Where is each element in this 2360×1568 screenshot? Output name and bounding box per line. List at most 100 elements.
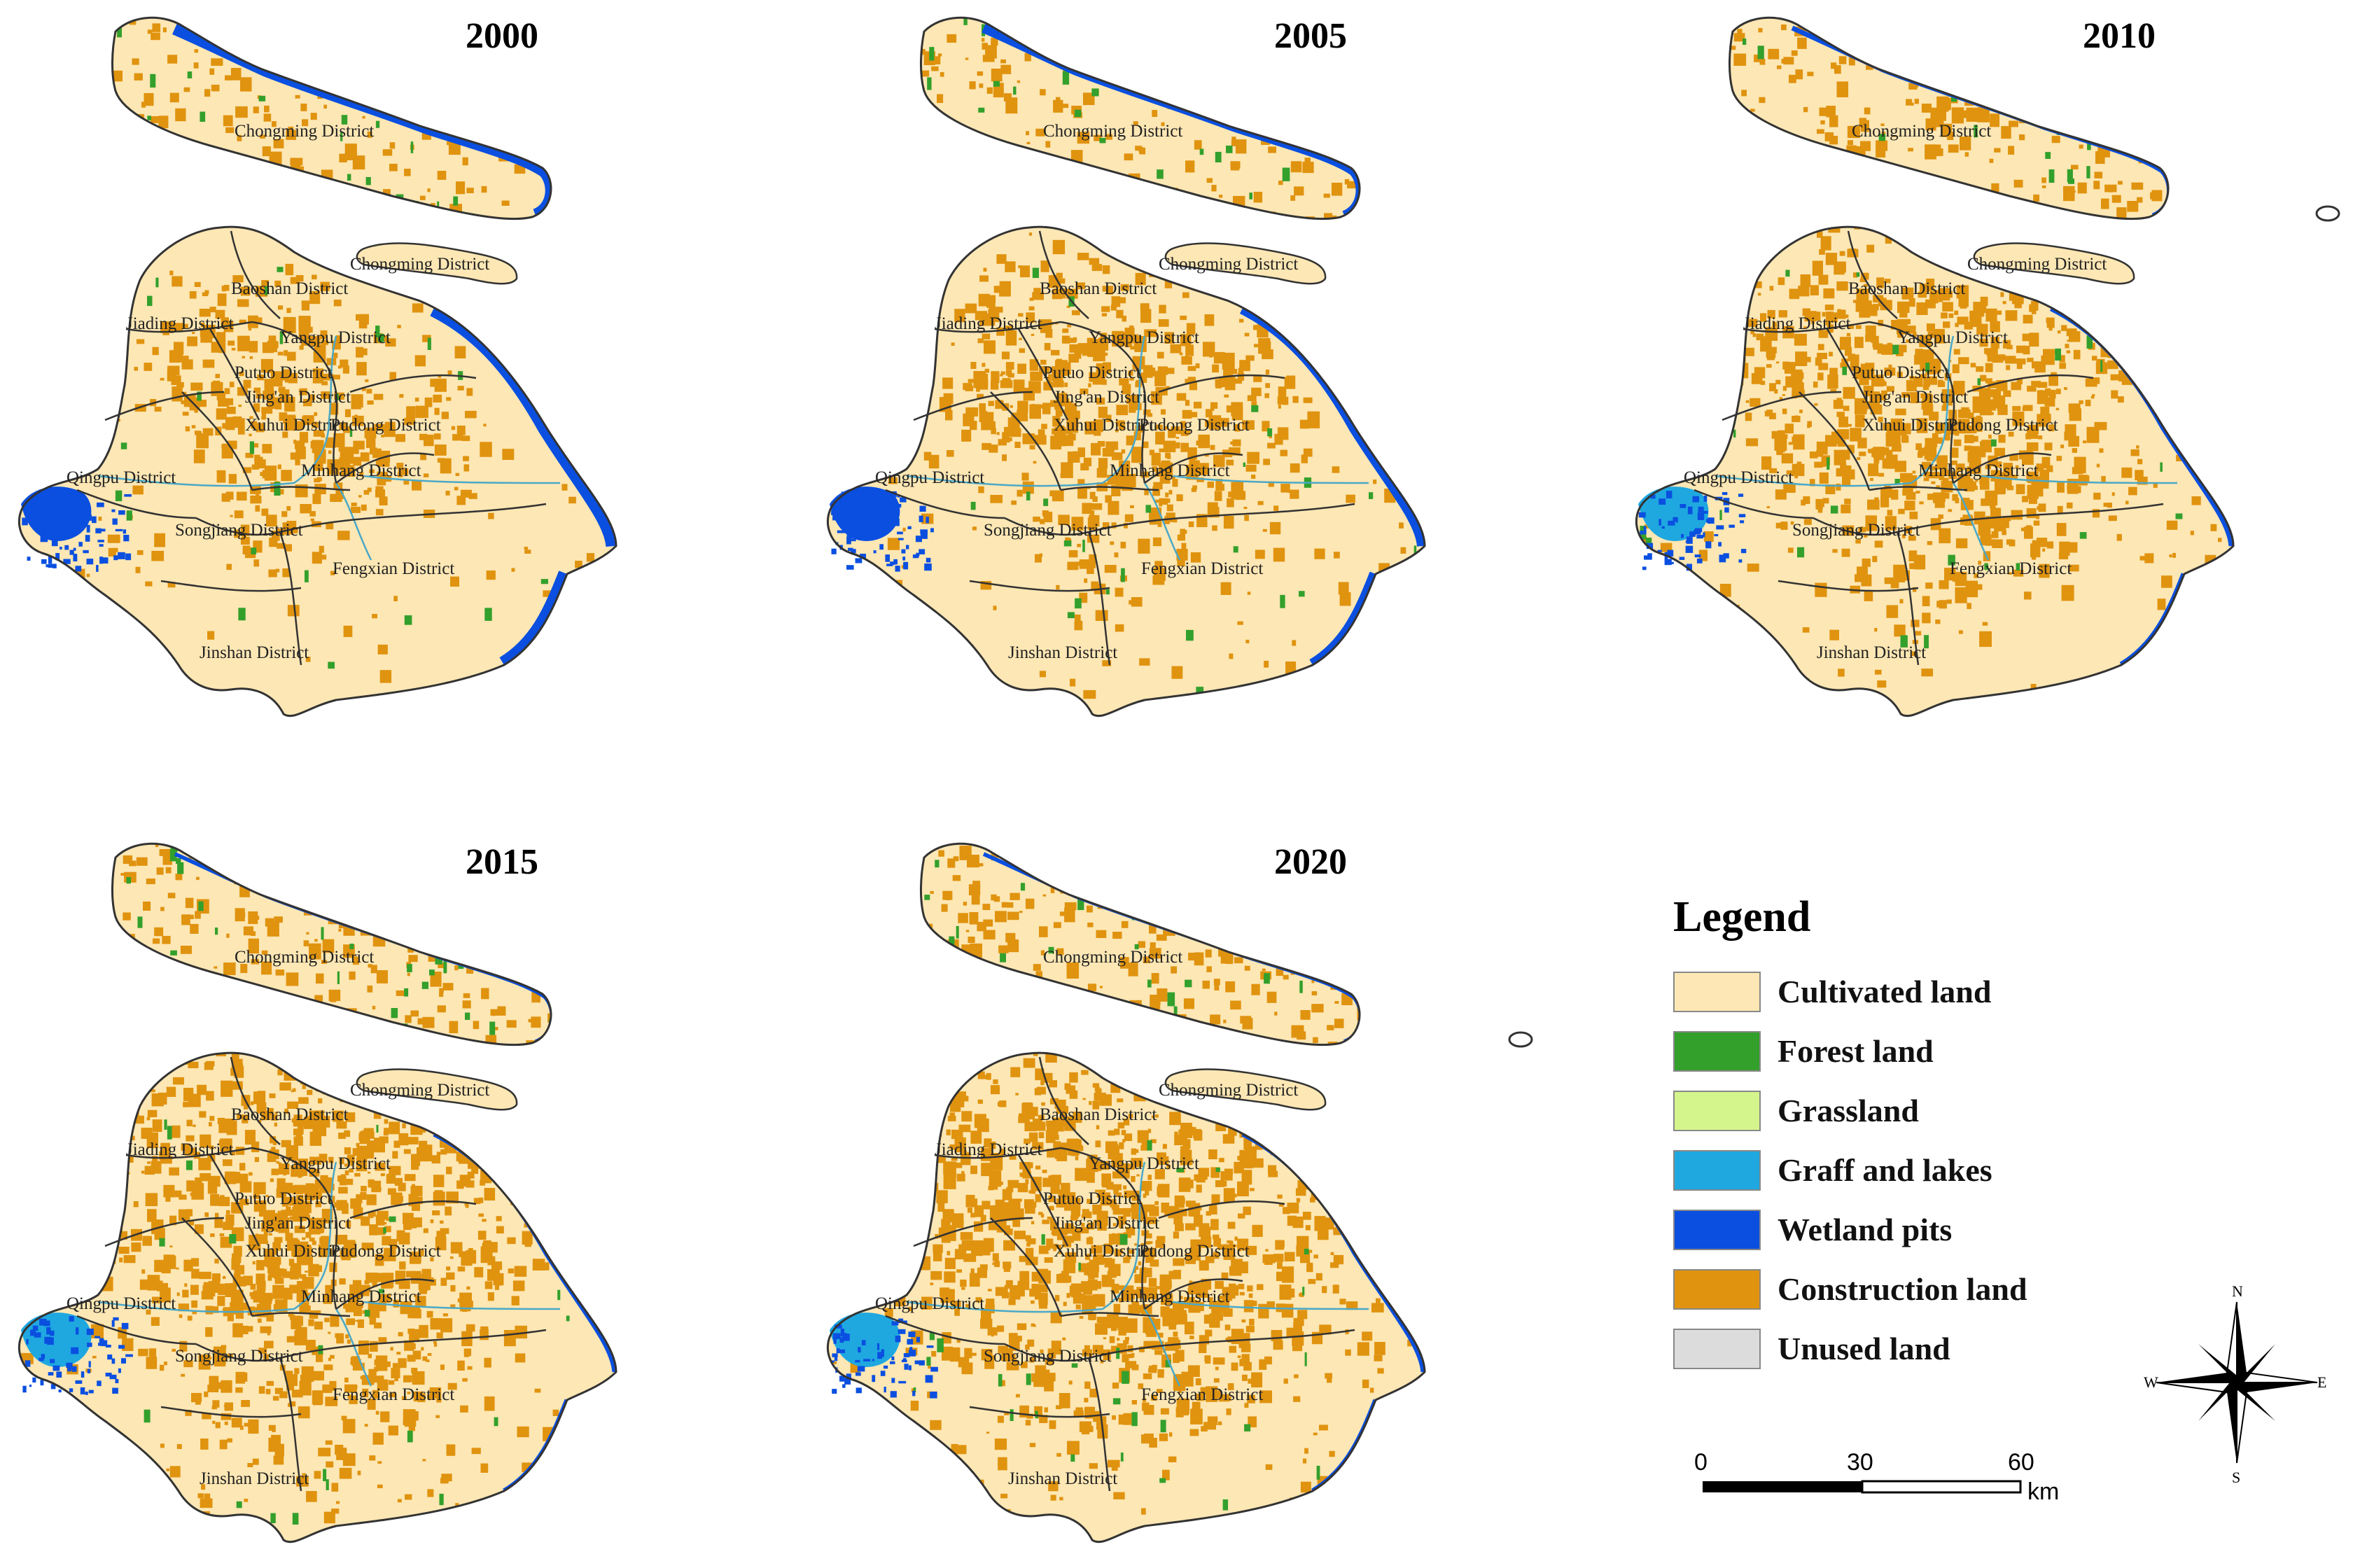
river-line <box>1981 475 2178 484</box>
construction-patch <box>26 1130 34 1135</box>
construction-patch <box>1140 303 1150 311</box>
construction-patch <box>237 983 245 990</box>
construction-patch <box>1110 541 1115 545</box>
district-boundary <box>251 1312 351 1317</box>
construction-patch <box>273 1455 284 1465</box>
wetland-pit <box>97 540 104 542</box>
construction-patch <box>437 1005 446 1013</box>
construction-patch <box>1180 334 1192 346</box>
construction-patch <box>389 142 396 149</box>
construction-patch <box>1897 333 1904 338</box>
construction-patch <box>436 1039 441 1043</box>
construction-patch <box>1945 433 1950 441</box>
construction-patch <box>241 186 251 200</box>
construction-patch <box>906 324 918 334</box>
construction-patch <box>1933 290 1940 295</box>
construction-patch <box>274 1237 283 1243</box>
construction-patch <box>321 340 328 345</box>
construction-patch <box>288 126 294 134</box>
construction-patch <box>1698 392 1703 399</box>
construction-patch <box>295 421 304 430</box>
district-boundary <box>1722 391 1842 421</box>
wetland-pit <box>1646 542 1654 550</box>
construction-patch <box>1158 319 1169 327</box>
construction-patch <box>1932 465 1937 471</box>
construction-patch <box>424 1155 429 1159</box>
construction-patch <box>1314 548 1325 559</box>
construction-patch <box>316 901 325 911</box>
construction-patch <box>1717 648 1726 654</box>
construction-patch <box>1644 524 1649 528</box>
construction-patch <box>247 1463 253 1467</box>
construction-patch <box>262 865 272 878</box>
construction-patch <box>1049 490 1059 496</box>
forest-patch <box>1719 668 1726 673</box>
construction-patch <box>351 506 361 513</box>
construction-patch <box>1207 482 1214 488</box>
construction-patch <box>219 1026 229 1032</box>
construction-patch <box>1871 374 1884 387</box>
construction-patch <box>115 955 122 961</box>
construction-patch <box>2186 435 2191 439</box>
construction-patch <box>1124 153 1133 161</box>
wetland-pit <box>1675 517 1678 523</box>
construction-patch <box>137 550 144 555</box>
construction-patch <box>452 434 463 441</box>
construction-patch <box>2065 211 2073 218</box>
construction-patch <box>1743 170 1751 180</box>
construction-patch <box>1181 356 1192 365</box>
construction-patch <box>267 994 273 999</box>
construction-patch <box>116 1090 124 1098</box>
construction-patch <box>132 485 144 495</box>
construction-patch <box>1017 489 1023 497</box>
wetland-pit <box>849 538 856 542</box>
construction-patch <box>1844 388 1855 396</box>
construction-patch <box>1239 318 1244 323</box>
construction-patch <box>118 1247 130 1254</box>
construction-patch <box>316 973 324 984</box>
construction-patch <box>1096 468 1108 478</box>
construction-patch <box>942 377 954 389</box>
forest-patch <box>524 1147 532 1159</box>
wetland-pit <box>1687 506 1693 514</box>
construction-patch <box>984 368 990 373</box>
construction-patch <box>2033 194 2039 202</box>
construction-patch <box>199 852 206 860</box>
construction-patch <box>1888 200 1892 204</box>
construction-patch <box>335 1042 342 1045</box>
construction-patch <box>416 113 422 118</box>
construction-patch <box>1777 442 1785 453</box>
construction-patch <box>1102 344 1108 351</box>
district-boundary <box>934 321 1061 333</box>
construction-patch <box>1053 99 1063 113</box>
construction-patch <box>271 1147 276 1154</box>
construction-patch <box>228 1353 233 1359</box>
construction-patch <box>534 964 545 976</box>
construction-patch <box>1823 164 1829 172</box>
construction-patch <box>483 1240 491 1252</box>
construction-patch <box>1187 365 1196 371</box>
forest-patch <box>64 1483 71 1488</box>
construction-patch <box>314 995 323 1004</box>
construction-patch <box>146 1116 151 1121</box>
construction-patch <box>1997 310 2002 315</box>
construction-patch <box>615 1324 616 1331</box>
construction-patch <box>344 409 351 417</box>
construction-patch <box>1032 700 1043 710</box>
construction-patch <box>1369 597 1380 607</box>
construction-patch <box>2077 182 2087 194</box>
wetland-pit <box>831 511 834 515</box>
construction-patch <box>1355 720 1364 727</box>
construction-patch <box>1122 384 1131 395</box>
construction-patch <box>2069 331 2081 342</box>
forest-patch <box>965 234 972 246</box>
construction-patch <box>392 1151 398 1159</box>
construction-patch <box>1761 223 1767 229</box>
construction-patch <box>211 58 223 66</box>
construction-patch <box>341 83 353 98</box>
construction-patch <box>1918 447 1926 456</box>
forest-patch <box>993 80 1000 87</box>
construction-patch <box>2162 148 2167 152</box>
construction-patch <box>1997 20 2009 32</box>
construction-patch <box>417 1393 426 1403</box>
